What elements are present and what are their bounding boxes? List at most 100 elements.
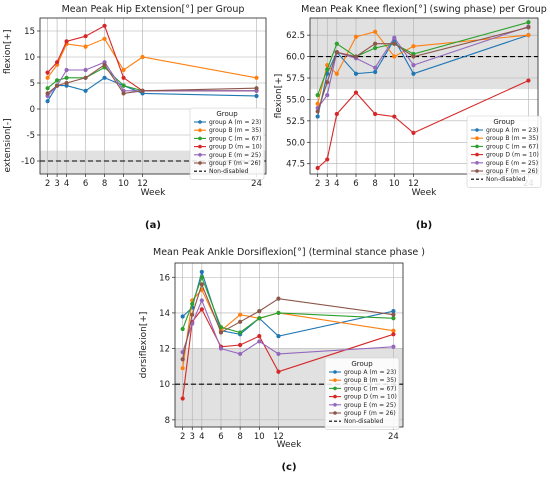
- data-point: [391, 316, 396, 321]
- data-point: [373, 41, 378, 46]
- ankle-dorsiflexion-chart: 8 10 12 14 16 2 3 4 6 8 10 12 24 Mean Peak Ankle Dors…: [139, 247, 425, 473]
- plot-frame: [39, 17, 267, 175]
- series-line-d: [47, 25, 257, 92]
- legend-entry: group E (m = 25): [486, 160, 538, 167]
- series-line-d: [317, 80, 529, 169]
- legend-entry: group C (m = 67): [486, 143, 538, 150]
- legend-entry-reference: Non-disabled: [209, 168, 249, 175]
- legend-marker: [333, 370, 337, 374]
- x-axis-label: Week: [277, 440, 302, 450]
- legend-marker: [333, 378, 337, 382]
- legend-title: Group: [351, 360, 373, 368]
- data-point: [199, 307, 204, 312]
- legend-entry: group C (m = 67): [209, 135, 261, 142]
- legend-entry: group B (m = 35): [486, 135, 538, 142]
- data-point: [238, 312, 243, 317]
- data-point: [254, 86, 259, 91]
- data-point: [353, 71, 359, 76]
- x-tick-label: 24: [388, 432, 399, 442]
- data-point: [334, 111, 339, 117]
- data-point: [353, 90, 359, 95]
- legend-title: Group: [216, 110, 238, 118]
- data-point: [254, 93, 259, 99]
- series-line-a: [182, 269, 394, 337]
- chart-title: Mean Peak Ankle Dorsiflexion[°] (termina…: [153, 247, 425, 258]
- data-point: [102, 62, 107, 67]
- data-point: [199, 298, 204, 303]
- figure-caption: (a): [145, 220, 161, 231]
- figure-caption: (b): [416, 220, 432, 231]
- data-point: [238, 342, 243, 348]
- x-tick-label: 10: [254, 432, 265, 442]
- legend-marker: [333, 386, 337, 391]
- data-point: [238, 330, 243, 335]
- legend-box: [324, 357, 400, 430]
- y-tick-label: 10: [159, 380, 170, 390]
- data-point: [140, 54, 145, 60]
- y-axis-label: flexion[+]: [274, 74, 284, 119]
- data-point: [391, 332, 396, 337]
- legend-marker: [333, 411, 337, 415]
- legend-marker: [198, 136, 202, 141]
- x-tick-label: 12: [273, 432, 284, 442]
- y-axis-label-flexion: flexion[+]: [3, 29, 13, 74]
- data-point: [254, 75, 259, 80]
- legend-box: [466, 115, 542, 188]
- data-point: [373, 29, 378, 34]
- y-tick-label: 60.0: [286, 53, 305, 63]
- data-point: [373, 69, 378, 75]
- data-point: [257, 316, 262, 321]
- legend-entry: group A (m = 23): [486, 127, 538, 134]
- series-line-f: [182, 282, 394, 360]
- data-point: [45, 75, 50, 80]
- data-point: [45, 86, 50, 91]
- series-line-c: [182, 275, 394, 334]
- data-point: [199, 282, 204, 287]
- y-tick-label: 15: [24, 27, 35, 37]
- data-point: [391, 309, 396, 314]
- series-line-c: [317, 21, 529, 96]
- data-point: [276, 310, 281, 316]
- data-point: [121, 75, 126, 80]
- data-point: [373, 65, 378, 70]
- figure-caption: (c): [281, 462, 296, 473]
- legend-marker: [198, 120, 202, 124]
- x-tick-label: 10: [389, 179, 400, 189]
- data-point: [218, 325, 224, 330]
- legend-marker: [475, 136, 479, 140]
- data-point: [315, 165, 320, 171]
- data-point: [334, 71, 339, 76]
- data-point: [411, 44, 416, 49]
- data-point: [190, 312, 195, 317]
- data-point: [64, 80, 69, 86]
- legend-entry: group E (m = 25): [209, 152, 261, 159]
- x-tick-label: 6: [218, 432, 223, 442]
- y-tick-label: 5: [30, 79, 35, 89]
- x-tick-label: 12: [408, 179, 419, 189]
- x-tick-label: 6: [353, 179, 358, 189]
- x-tick-label: 6: [83, 179, 88, 189]
- data-point: [180, 357, 185, 362]
- data-point: [353, 34, 359, 39]
- legend-entry-reference: Non-disabled: [344, 418, 384, 425]
- legend-marker: [333, 403, 337, 407]
- data-point: [526, 25, 531, 30]
- legend-entry: group E (m = 25): [344, 402, 396, 409]
- data-point: [45, 99, 50, 104]
- data-point: [54, 83, 60, 88]
- data-point: [83, 44, 88, 49]
- data-point: [315, 114, 320, 119]
- legend-entry: group B (m = 35): [209, 127, 261, 134]
- data-point: [325, 67, 330, 72]
- legend-entry: group F (m = 26): [209, 160, 261, 167]
- data-point: [180, 326, 185, 332]
- legend-title: Group: [493, 118, 515, 126]
- x-tick-label: 10: [118, 179, 129, 189]
- data-point: [334, 50, 339, 55]
- data-point: [54, 78, 60, 83]
- x-tick-label: 3: [54, 179, 59, 189]
- data-point: [276, 333, 281, 339]
- legend-marker: [198, 128, 202, 132]
- data-point: [334, 41, 339, 46]
- data-point: [526, 33, 531, 38]
